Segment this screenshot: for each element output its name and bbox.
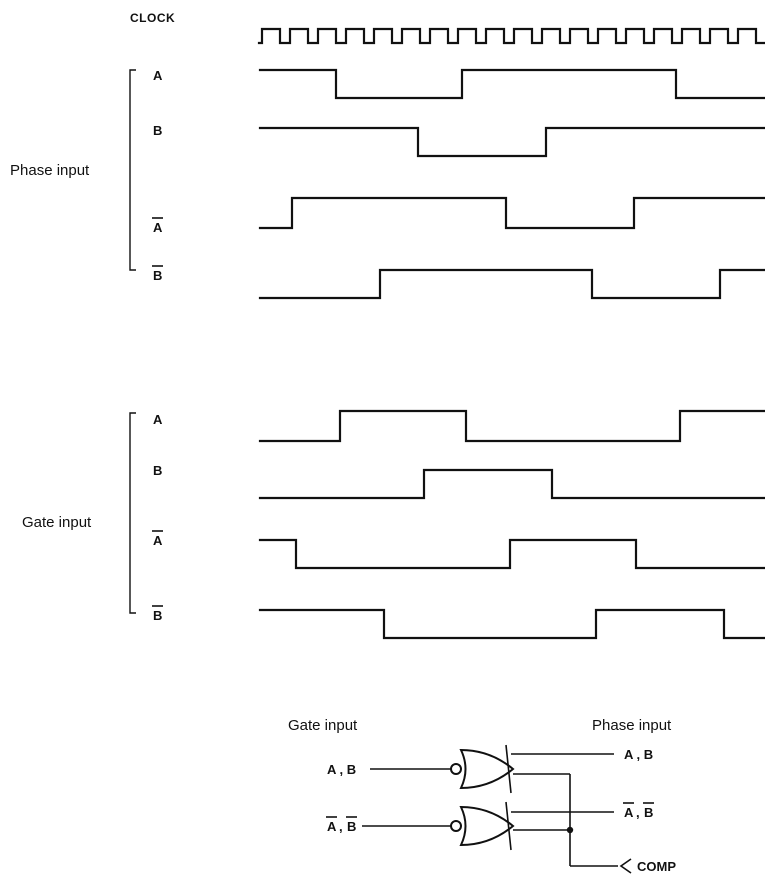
gate-signal-label-b-bar: B <box>153 608 162 623</box>
phase-b-bar-waveform <box>258 268 765 300</box>
schematic-input-ab-bar-comma: , <box>339 819 343 834</box>
gate-signal-label-a-bar: A <box>153 533 163 548</box>
gate-bottom-output-bar <box>505 801 512 851</box>
schematic-output-ab-label: A , B <box>624 747 653 762</box>
phase-input-title: Phase input <box>10 162 90 179</box>
phase-signal-label-b: B <box>153 123 162 138</box>
schematic-output-ab-bar-b: B <box>644 805 653 820</box>
phase-a-waveform <box>258 68 765 100</box>
schematic-junction-dot <box>566 826 574 834</box>
gate-input-title: Gate input <box>22 514 92 531</box>
gate-top-body <box>459 748 515 790</box>
phase-input-bracket <box>129 69 136 271</box>
gate-input-bracket <box>129 412 136 614</box>
gate-b-bar-waveform <box>258 608 765 640</box>
phase-a-bar-waveform <box>258 196 765 230</box>
schematic-output-ab-bar-a: A <box>624 805 634 820</box>
gate-top-inversion-bubble <box>450 763 462 775</box>
phase-signal-label-a: A <box>153 68 163 83</box>
gate-signal-label-b: B <box>153 463 162 478</box>
gate-bottom-inversion-bubble <box>450 820 462 832</box>
phase-signal-label-a-bar: A <box>153 220 163 235</box>
schematic-comp-label: COMP <box>637 859 676 874</box>
gate-b-waveform <box>258 468 765 500</box>
clock-label: CLOCK <box>130 11 175 25</box>
gate-signal-label-a: A <box>153 412 163 427</box>
schematic-input-ab-label: A , B <box>327 762 356 777</box>
clock-waveform <box>257 27 765 45</box>
schematic-input-ab-bar-b: B <box>347 819 356 834</box>
schematic-left-title: Gate input <box>288 717 358 734</box>
gate-a-bar-waveform <box>258 538 765 570</box>
phase-b-waveform <box>258 126 765 158</box>
phase-signal-label-b-bar: B <box>153 268 162 283</box>
schematic-comp-arrow <box>619 858 632 874</box>
schematic-input-ab-bar-a: A <box>327 819 337 834</box>
schematic-right-title: Phase input <box>592 717 672 734</box>
schematic-output-ab-bar-comma: , <box>636 805 640 820</box>
gate-bottom-body <box>459 805 515 847</box>
gate-a-waveform <box>258 409 765 443</box>
gate-top-output-bar <box>505 744 512 794</box>
